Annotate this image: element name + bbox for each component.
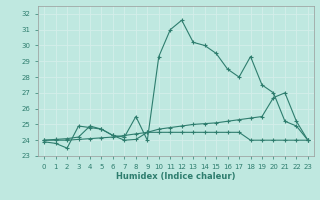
X-axis label: Humidex (Indice chaleur): Humidex (Indice chaleur) [116, 172, 236, 181]
